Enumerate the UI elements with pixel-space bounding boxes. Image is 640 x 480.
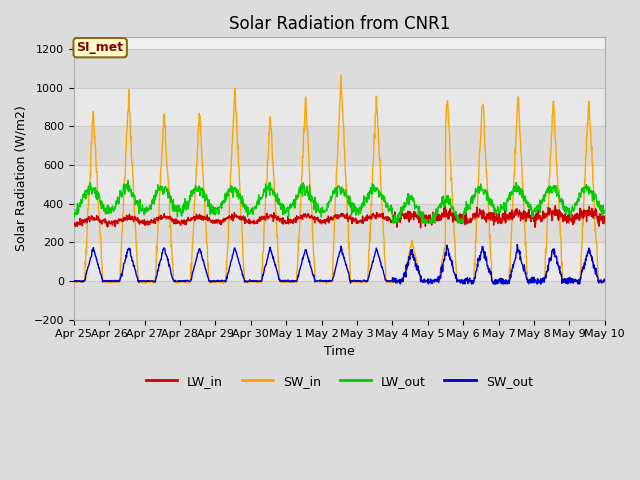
LW_out xyxy=(248,206,255,212)
LW_in xyxy=(552,203,559,209)
SW_out xyxy=(70,278,77,284)
LW_in xyxy=(492,218,499,224)
SW_out xyxy=(175,278,183,284)
LW_in xyxy=(538,215,546,221)
LW_in xyxy=(248,219,255,225)
Text: SI_met: SI_met xyxy=(77,41,124,54)
LW_out xyxy=(422,217,430,223)
SW_in xyxy=(175,279,183,285)
Bar xyxy=(74,88,605,126)
SW_in xyxy=(248,279,255,285)
Bar xyxy=(74,204,605,242)
SW_in xyxy=(422,278,430,284)
SW_out xyxy=(492,281,499,287)
Title: Solar Radiation from CNR1: Solar Radiation from CNR1 xyxy=(228,15,450,33)
SW_in xyxy=(337,72,345,78)
SW_in xyxy=(323,281,330,287)
SW_out xyxy=(538,278,546,284)
LW_out xyxy=(492,211,499,217)
SW_in xyxy=(538,279,546,285)
LW_out xyxy=(175,204,183,210)
SW_out xyxy=(601,277,609,283)
Line: LW_out: LW_out xyxy=(74,180,605,223)
LW_out xyxy=(188,193,196,199)
Line: LW_in: LW_in xyxy=(74,206,605,228)
Bar xyxy=(74,165,605,204)
SW_in xyxy=(601,278,609,284)
LW_out xyxy=(538,197,546,203)
SW_out xyxy=(248,278,255,284)
LW_out xyxy=(124,178,132,183)
X-axis label: Time: Time xyxy=(324,345,355,358)
LW_out xyxy=(390,220,397,226)
Y-axis label: Solar Radiation (W/m2): Solar Radiation (W/m2) xyxy=(15,106,28,252)
Line: SW_in: SW_in xyxy=(74,75,605,284)
LW_in xyxy=(417,225,424,231)
SW_out xyxy=(513,241,521,247)
LW_in xyxy=(601,220,609,226)
Legend: LW_in, SW_in, LW_out, SW_out: LW_in, SW_in, LW_out, SW_out xyxy=(141,370,538,393)
Line: SW_out: SW_out xyxy=(74,244,605,284)
Bar xyxy=(74,126,605,165)
SW_in xyxy=(492,278,499,284)
SW_out xyxy=(422,278,429,284)
SW_in xyxy=(70,277,77,283)
SW_out xyxy=(396,281,404,287)
SW_out xyxy=(188,274,196,279)
LW_in xyxy=(188,215,196,221)
Bar xyxy=(74,281,605,320)
SW_in xyxy=(188,255,196,261)
LW_out xyxy=(601,208,609,214)
Bar xyxy=(74,242,605,281)
Bar xyxy=(74,49,605,88)
LW_in xyxy=(70,220,77,226)
LW_out xyxy=(70,210,77,216)
LW_in xyxy=(175,220,183,226)
LW_in xyxy=(422,218,429,224)
